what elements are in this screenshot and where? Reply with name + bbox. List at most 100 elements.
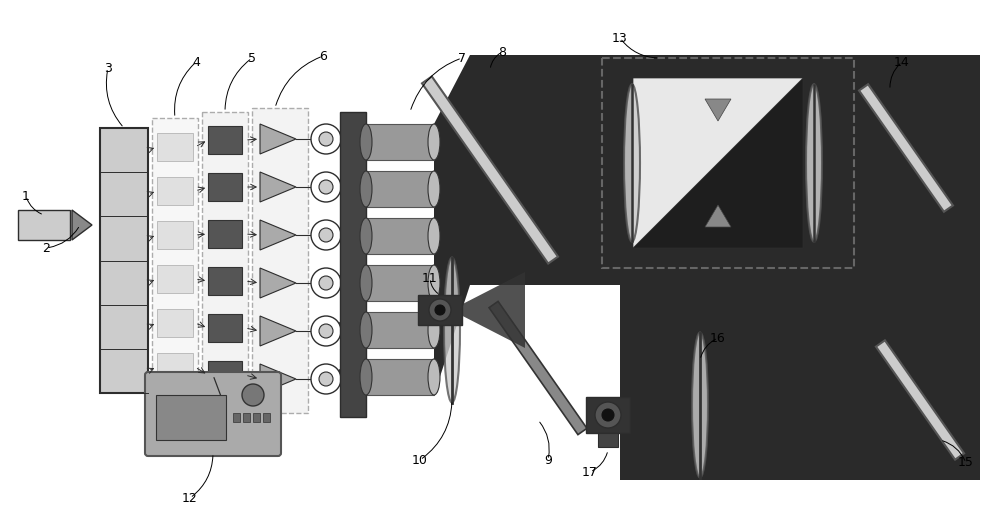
Ellipse shape [360, 124, 372, 160]
Polygon shape [621, 363, 723, 467]
Polygon shape [434, 55, 470, 395]
Bar [208, 126, 242, 154]
Polygon shape [633, 78, 803, 248]
Ellipse shape [360, 265, 372, 301]
Circle shape [319, 276, 333, 290]
Polygon shape [260, 364, 296, 394]
Circle shape [435, 305, 445, 315]
Bar [157, 177, 193, 205]
Ellipse shape [444, 257, 460, 403]
Polygon shape [633, 78, 803, 248]
Polygon shape [633, 78, 803, 248]
Circle shape [319, 132, 333, 146]
Polygon shape [451, 272, 525, 348]
Circle shape [319, 180, 333, 194]
Bar [157, 353, 193, 381]
Text: 8: 8 [498, 45, 506, 58]
Circle shape [602, 409, 614, 421]
Bar [366, 312, 434, 348]
Bar [366, 218, 434, 254]
Circle shape [319, 228, 333, 242]
Bar [252, 108, 308, 413]
Circle shape [311, 316, 341, 346]
Bar [366, 265, 434, 301]
Bar [157, 221, 193, 249]
Bar [208, 361, 242, 389]
Bar [202, 112, 248, 407]
Text: 6: 6 [319, 50, 327, 63]
Circle shape [595, 402, 621, 428]
Bar [598, 433, 618, 447]
Circle shape [311, 364, 341, 394]
Bar [152, 118, 198, 403]
Ellipse shape [624, 84, 640, 242]
Circle shape [319, 324, 333, 338]
Polygon shape [260, 220, 296, 250]
Ellipse shape [360, 312, 372, 348]
Bar [157, 309, 193, 337]
Polygon shape [260, 172, 296, 202]
Text: 11: 11 [422, 271, 438, 284]
FancyBboxPatch shape [145, 372, 281, 456]
Text: 2: 2 [42, 241, 50, 254]
Ellipse shape [360, 171, 372, 207]
Polygon shape [705, 205, 731, 227]
Text: 12: 12 [182, 492, 198, 505]
Ellipse shape [428, 265, 440, 301]
Polygon shape [859, 84, 953, 212]
Text: 10: 10 [412, 453, 428, 466]
Bar [602, 58, 854, 268]
Ellipse shape [692, 332, 708, 478]
Circle shape [311, 220, 341, 250]
Bar [366, 171, 434, 207]
Bar [263, 413, 270, 422]
Text: 15: 15 [958, 457, 974, 469]
Bar [208, 267, 242, 295]
Text: 9: 9 [544, 453, 552, 466]
Polygon shape [422, 77, 558, 264]
Polygon shape [260, 316, 296, 346]
Polygon shape [876, 340, 964, 460]
Text: 13: 13 [612, 32, 628, 44]
Text: 5: 5 [248, 52, 256, 65]
Text: 16: 16 [710, 331, 726, 344]
Text: 7: 7 [458, 52, 466, 65]
Ellipse shape [428, 312, 440, 348]
Bar [253, 413, 260, 422]
Circle shape [311, 124, 341, 154]
Bar [156, 395, 226, 440]
Ellipse shape [360, 359, 372, 395]
Bar [418, 295, 462, 325]
Polygon shape [489, 301, 587, 435]
Bar [233, 413, 240, 422]
Circle shape [429, 299, 451, 321]
Polygon shape [260, 268, 296, 298]
Text: 1: 1 [22, 190, 30, 203]
Circle shape [242, 384, 264, 406]
Text: 14: 14 [894, 55, 910, 68]
Bar [243, 413, 250, 422]
Bar [18, 210, 70, 240]
Bar [157, 265, 193, 293]
Bar [100, 128, 148, 393]
Ellipse shape [428, 218, 440, 254]
Bar [366, 359, 434, 395]
Bar [340, 112, 366, 417]
Bar [208, 220, 242, 248]
Polygon shape [260, 124, 296, 154]
Bar [586, 397, 630, 433]
Bar [157, 133, 193, 161]
Polygon shape [705, 99, 731, 121]
Polygon shape [72, 210, 92, 240]
Circle shape [311, 172, 341, 202]
Polygon shape [470, 55, 980, 480]
Ellipse shape [806, 84, 822, 242]
Ellipse shape [428, 124, 440, 160]
Polygon shape [633, 78, 803, 248]
Ellipse shape [428, 171, 440, 207]
Bar [208, 173, 242, 201]
Text: 4: 4 [192, 55, 200, 68]
Circle shape [311, 268, 341, 298]
Text: 17: 17 [582, 465, 598, 479]
Bar [366, 124, 434, 160]
